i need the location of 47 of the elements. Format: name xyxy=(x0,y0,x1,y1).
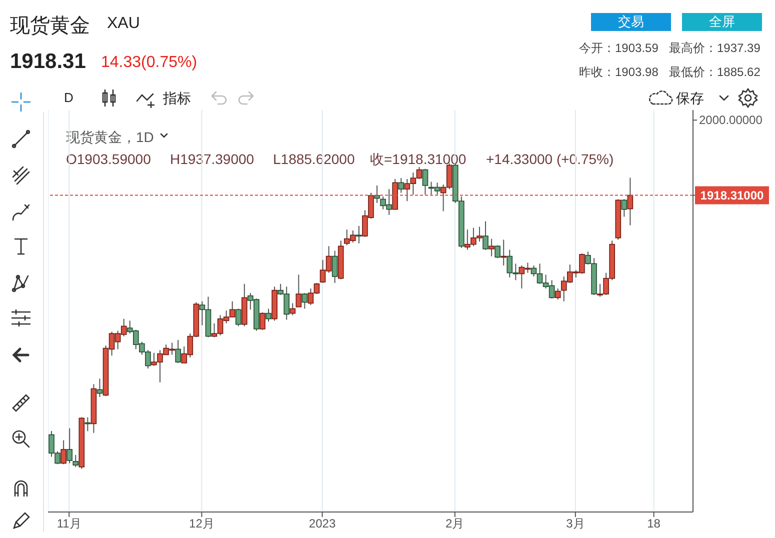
x-tick-label: 3月 xyxy=(566,516,585,531)
candlestick xyxy=(500,239,507,266)
candlestick xyxy=(554,288,561,300)
candlestick xyxy=(260,312,266,330)
text: 全屏 xyxy=(682,13,762,31)
candlestick xyxy=(266,308,272,322)
candlestick xyxy=(482,220,488,250)
candlestick xyxy=(290,302,296,316)
text: 最高价：1937.39 xyxy=(669,40,760,57)
candlestick xyxy=(235,308,242,327)
candlestick xyxy=(72,454,79,468)
text: 14.33(0.75%) xyxy=(101,54,198,72)
candlestick xyxy=(356,225,362,244)
annotation: +14.33000 (+0.75%) xyxy=(486,151,614,167)
text: 指标 xyxy=(163,90,191,108)
text: 1918.31 xyxy=(10,50,86,74)
y-tick-label: 2000.00000 xyxy=(699,113,763,128)
candlestick xyxy=(422,168,428,196)
candlestick xyxy=(621,198,628,218)
text: 昨收：1903.98 xyxy=(579,64,658,81)
text: 保存 xyxy=(676,90,704,108)
text: 交易 xyxy=(591,13,671,31)
x-tick-label: 12月 xyxy=(189,516,214,531)
text: D xyxy=(64,90,74,105)
y-tick-label: 1918.31000 xyxy=(700,188,764,202)
annotation: L1885.62000 xyxy=(273,151,355,167)
annotation: O1903.59000 xyxy=(66,151,151,167)
candlestick xyxy=(60,440,66,465)
x-tick-label: 11月 xyxy=(56,516,82,531)
candlestick xyxy=(494,244,500,259)
annotation: H1937.39000 xyxy=(170,151,254,167)
candlestick xyxy=(488,238,494,257)
text: 今开：1903.59 xyxy=(579,40,658,57)
x-tick-label: 2月 xyxy=(446,516,464,531)
candlestick xyxy=(398,178,404,194)
text: 最低价：1885.62 xyxy=(669,64,760,81)
candlestick xyxy=(374,184,380,204)
x-tick-label: 18 xyxy=(647,516,661,531)
x-tick-label: 2023 xyxy=(308,516,336,531)
chart-subtitle: XAU xyxy=(107,15,140,33)
annotation: 收=1918.31000 xyxy=(370,151,466,169)
chart-title: 现货黄金 xyxy=(10,14,90,39)
candlestick xyxy=(302,292,308,310)
candlestick xyxy=(175,339,181,364)
candlestick xyxy=(66,428,72,464)
candlestick xyxy=(296,274,302,308)
candlestick xyxy=(332,250,338,284)
